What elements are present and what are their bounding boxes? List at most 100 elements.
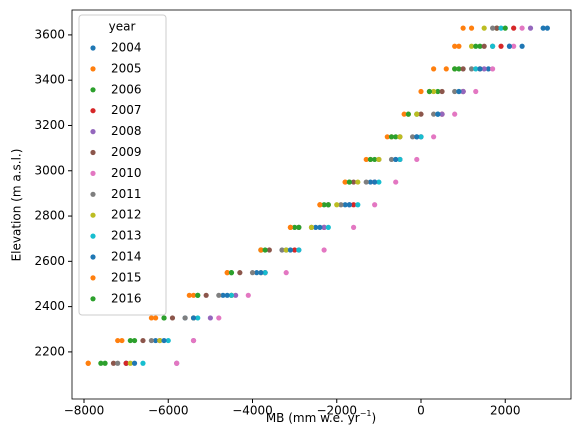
point xyxy=(190,337,197,344)
legend-label: 2012 xyxy=(111,208,142,222)
point xyxy=(511,25,517,31)
point xyxy=(148,315,155,321)
legend-marker xyxy=(90,254,96,260)
y-tick-label: 2400 xyxy=(34,299,65,313)
point xyxy=(127,337,133,344)
point xyxy=(452,88,458,95)
point xyxy=(321,224,327,230)
point xyxy=(431,66,437,72)
point xyxy=(283,247,289,253)
point xyxy=(262,270,268,276)
point xyxy=(190,292,197,298)
legend-marker xyxy=(90,212,96,218)
point xyxy=(388,134,395,140)
point xyxy=(431,111,437,117)
legend-marker xyxy=(90,45,96,51)
legend-marker xyxy=(90,233,96,239)
x-label-text: MB (mm w.e. yr xyxy=(266,411,360,425)
point xyxy=(266,247,272,253)
point xyxy=(258,270,264,276)
point xyxy=(165,337,171,344)
point xyxy=(279,247,285,253)
x-tick-label: 0 xyxy=(417,404,425,418)
point xyxy=(494,25,500,31)
point xyxy=(540,25,546,31)
point xyxy=(350,202,357,208)
point xyxy=(350,224,357,230)
point xyxy=(393,179,399,185)
legend-label: 2008 xyxy=(111,124,142,138)
point xyxy=(409,134,416,140)
point xyxy=(490,66,496,72)
point xyxy=(473,43,479,49)
point xyxy=(498,43,504,49)
point xyxy=(296,224,302,230)
point xyxy=(481,66,487,72)
point xyxy=(228,270,235,276)
point xyxy=(405,111,411,117)
point xyxy=(224,292,230,298)
point xyxy=(435,111,441,117)
point xyxy=(460,66,466,72)
point xyxy=(414,156,420,163)
point xyxy=(460,88,466,95)
point xyxy=(292,247,298,253)
legend-title: year xyxy=(109,20,136,34)
point xyxy=(182,315,188,321)
legend-label: 2010 xyxy=(111,166,142,180)
point xyxy=(363,179,369,185)
legend-label: 2005 xyxy=(111,61,142,75)
point xyxy=(485,66,491,72)
point xyxy=(443,66,449,72)
point xyxy=(237,270,243,276)
legend-label: 2007 xyxy=(111,103,142,117)
point xyxy=(372,156,378,163)
point xyxy=(115,337,121,344)
point xyxy=(195,315,201,321)
point xyxy=(207,315,213,321)
point xyxy=(157,337,163,344)
point xyxy=(544,25,550,31)
y-tick-label: 3600 xyxy=(34,27,65,41)
y-tick-label: 3000 xyxy=(34,163,65,177)
legend-box xyxy=(78,14,167,316)
point xyxy=(224,270,230,276)
point xyxy=(325,224,331,230)
point xyxy=(393,134,399,140)
point xyxy=(418,134,424,140)
point xyxy=(338,202,344,208)
legend-label: 2013 xyxy=(111,229,142,243)
point xyxy=(203,292,209,298)
point xyxy=(110,360,117,366)
point xyxy=(317,202,323,208)
point xyxy=(228,292,235,298)
point xyxy=(334,202,340,208)
y-tick-label: 2600 xyxy=(34,254,65,268)
legend-label: 2014 xyxy=(111,250,142,264)
legend-marker xyxy=(90,191,96,197)
point xyxy=(102,360,108,366)
point xyxy=(131,337,138,344)
point xyxy=(397,156,403,163)
point xyxy=(161,337,167,344)
point xyxy=(477,43,483,49)
point xyxy=(468,43,475,49)
point xyxy=(372,202,378,208)
point xyxy=(452,43,458,49)
point xyxy=(506,43,513,49)
point xyxy=(418,111,424,117)
point xyxy=(325,202,331,208)
point xyxy=(367,179,374,185)
x-label-end: ) xyxy=(371,411,376,425)
legend-marker xyxy=(90,66,96,72)
legend-label: 2009 xyxy=(111,145,142,159)
point xyxy=(131,360,138,366)
point xyxy=(414,134,420,140)
point xyxy=(460,25,466,31)
point xyxy=(313,224,319,230)
point xyxy=(473,66,479,72)
point xyxy=(148,337,155,344)
point xyxy=(115,360,121,366)
point xyxy=(216,292,222,298)
point xyxy=(397,134,403,140)
